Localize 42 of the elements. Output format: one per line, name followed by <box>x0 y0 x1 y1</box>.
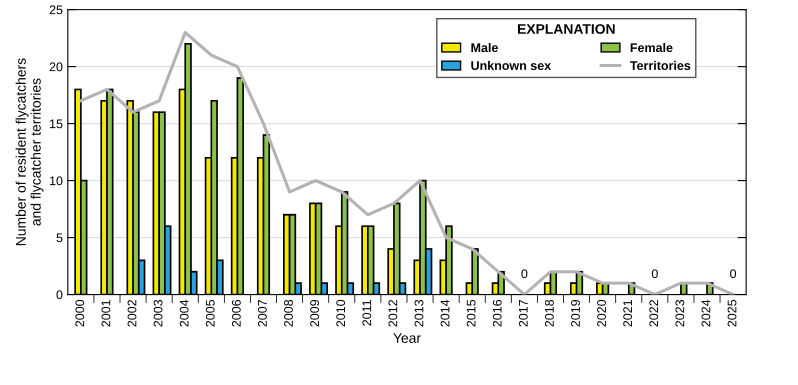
y-tick-label: 20 <box>50 62 62 72</box>
x-tick-label: 2017 <box>518 300 528 327</box>
x-tick-label: 2020 <box>597 300 606 327</box>
legend-label: Male <box>471 42 498 52</box>
x-tick-label: 2024 <box>702 300 710 327</box>
x-tick-label: 2014 <box>440 300 450 327</box>
annotation: 0 <box>730 269 736 278</box>
x-axis-title: Year <box>393 333 421 343</box>
y-tick-label: 0 <box>56 290 62 300</box>
x-tick-label: 2023 <box>675 300 684 327</box>
legend-title: EXPLANATION <box>518 24 615 34</box>
legend-label: Territories <box>630 60 690 70</box>
x-tick-label: 2004 <box>180 300 189 327</box>
x-tick-label: 2008 <box>284 300 293 327</box>
x-tick-label: 2010 <box>336 300 346 327</box>
x-tick-label: 2000 <box>75 300 84 327</box>
x-tick-label: 2015 <box>466 300 476 327</box>
legend-label: Female <box>630 42 673 52</box>
x-tick-label: 2007 <box>258 300 267 327</box>
x-tick-label: 2011 <box>362 300 372 326</box>
y-tick-label: 15 <box>50 120 62 128</box>
x-tick-label: 2001 <box>101 300 110 327</box>
annotation: 0 <box>652 269 658 278</box>
x-tick-label: 2009 <box>310 300 320 327</box>
legend-label: Unknown sex <box>471 60 552 70</box>
x-tick-label: 2016 <box>492 300 502 327</box>
x-tick-label: 2012 <box>388 300 398 327</box>
y-tick-label: 25 <box>50 5 62 14</box>
x-tick-label: 2025 <box>728 300 736 327</box>
x-tick-label: 2005 <box>206 300 215 327</box>
x-tick-label: 2013 <box>414 300 424 327</box>
x-tick-label: 2018 <box>544 300 554 327</box>
annotation: 0 <box>521 269 528 278</box>
y-tick-label: 10 <box>50 176 62 186</box>
y-axis-title: Number of resident flycatchers and flycatcher territories <box>16 58 44 246</box>
x-tick-label: 2022 <box>649 300 658 327</box>
x-tick-label: 2006 <box>232 300 241 327</box>
x-tick-label: 2021 <box>623 300 632 327</box>
x-tick-label: 2002 <box>128 300 136 327</box>
y-tick-label: 5 <box>56 233 62 242</box>
x-tick-label: 2019 <box>571 300 580 327</box>
x-tick-label: 2003 <box>154 300 162 327</box>
